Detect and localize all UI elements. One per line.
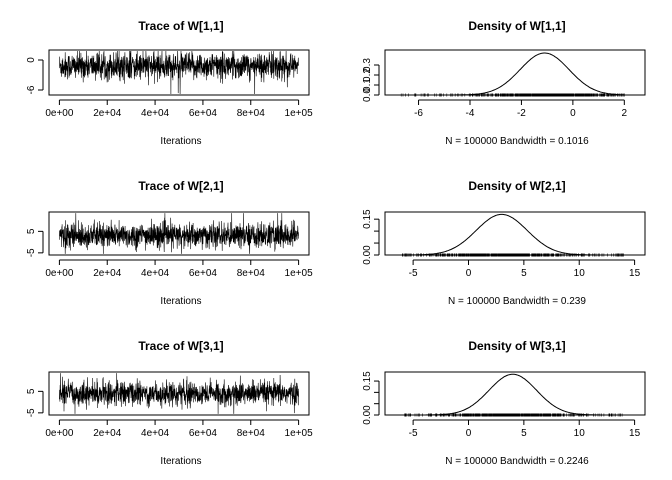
x-tick-label: 5 [521, 428, 527, 439]
x-tick-label: 2e+04 [93, 268, 122, 279]
x-tick-label: 0 [466, 428, 472, 439]
y-tick-label: -5 [26, 248, 37, 257]
x-tick-label: 8e+04 [237, 428, 266, 439]
y-tick-label: 0.2 [362, 68, 373, 82]
chart-title: Density of W[2,1] [468, 179, 565, 193]
x-tick-label: 4e+04 [141, 108, 170, 119]
x-tick-label: 2 [622, 108, 628, 119]
x-tick-label: 4e+04 [141, 268, 170, 279]
plot-frame [384, 211, 646, 256]
panel-density-w31: Density of W[3,1] N = 100000 Bandwidth =… [362, 339, 646, 467]
x-axis-label: Iterations [160, 456, 201, 467]
y-tick-label: 0.00 [362, 405, 373, 425]
x-tick-label: 1e+05 [285, 108, 314, 119]
x-axis-label: N = 100000 Bandwidth = 0.1016 [445, 136, 589, 147]
trace-line [59, 50, 299, 95]
y-tick-label: -5 [26, 408, 37, 417]
trace-line [59, 213, 299, 254]
y-tick-label: 0.15 [362, 371, 373, 391]
x-tick-label: 10 [574, 428, 586, 439]
x-tick-label: 5 [521, 268, 527, 279]
panel-trace-w31: Trace of W[3,1] Iterations 0e+00 2e+04 4e+… [26, 339, 313, 467]
y-tick-label: 0.15 [362, 209, 373, 229]
plot-frame [48, 371, 310, 416]
x-tick-label: 15 [629, 268, 641, 279]
plot-frame [48, 211, 310, 256]
chart-title: Density of W[3,1] [468, 339, 565, 353]
chart-title: Trace of W[1,1] [138, 19, 223, 33]
density-curve [400, 52, 625, 96]
plot-frame [384, 371, 646, 416]
chart-title: Density of W[1,1] [468, 19, 565, 33]
x-tick-label: 2e+04 [93, 428, 122, 439]
plot-frame [48, 49, 310, 96]
y-tick-label: 0.1 [362, 78, 373, 92]
panel-density-w21: Density of W[2,1] N = 100000 Bandwidth =… [362, 179, 646, 307]
y-tick-label: 0.00 [362, 245, 373, 265]
x-tick-label: 10 [574, 268, 586, 279]
panel-trace-w21: Trace of W[2,1] Iterations 0e+00 2e+04 4e+… [26, 179, 313, 307]
x-tick-label: 0e+00 [45, 428, 74, 439]
x-tick-label: -6 [414, 108, 423, 119]
x-axis-label: N = 100000 Bandwidth = 0.239 [448, 296, 586, 307]
plot-frame [384, 49, 646, 96]
y-tick-label: 5 [26, 388, 37, 394]
trace-line [59, 373, 299, 414]
y-tick-label: 5 [26, 228, 37, 234]
x-tick-label: 8e+04 [237, 268, 266, 279]
x-tick-label: 6e+04 [189, 428, 218, 439]
density-curve [402, 373, 626, 416]
chart-title: Trace of W[2,1] [138, 179, 223, 193]
x-tick-label: 1e+05 [285, 428, 314, 439]
x-tick-label: 2e+04 [93, 108, 122, 119]
x-tick-label: 1e+05 [285, 268, 314, 279]
density-curve [402, 213, 626, 256]
x-tick-label: 4e+04 [141, 428, 170, 439]
x-tick-label: 6e+04 [189, 108, 218, 119]
y-tick-label: 0.3 [362, 58, 373, 72]
x-tick-label: 0 [466, 268, 472, 279]
x-tick-label: 0 [570, 108, 576, 119]
x-tick-label: -5 [409, 268, 418, 279]
x-tick-label: 0e+00 [45, 108, 74, 119]
y-tick-label: 0 [26, 57, 37, 63]
x-tick-label: 8e+04 [237, 108, 266, 119]
x-axis-label: Iterations [160, 296, 201, 307]
x-tick-label: -5 [409, 428, 418, 439]
x-tick-label: 6e+04 [189, 268, 218, 279]
x-axis-label: Iterations [160, 136, 201, 147]
panel-density-w11: Density of W[1,1] N = 100000 Bandwidth =… [362, 19, 646, 147]
chart-title: Trace of W[3,1] [138, 339, 223, 353]
panel-trace-w11: Trace of W[1,1] Iterations 0e+00 2e+04 4e+… [26, 19, 313, 147]
y-tick-label: -6 [26, 85, 37, 94]
y-tick-label: 0.0 [362, 88, 373, 102]
x-tick-label: -4 [466, 108, 475, 119]
x-tick-label: 15 [629, 428, 641, 439]
x-tick-label: 0e+00 [45, 268, 74, 279]
x-tick-label: -2 [517, 108, 526, 119]
x-axis-label: N = 100000 Bandwidth = 0.2246 [445, 456, 589, 467]
